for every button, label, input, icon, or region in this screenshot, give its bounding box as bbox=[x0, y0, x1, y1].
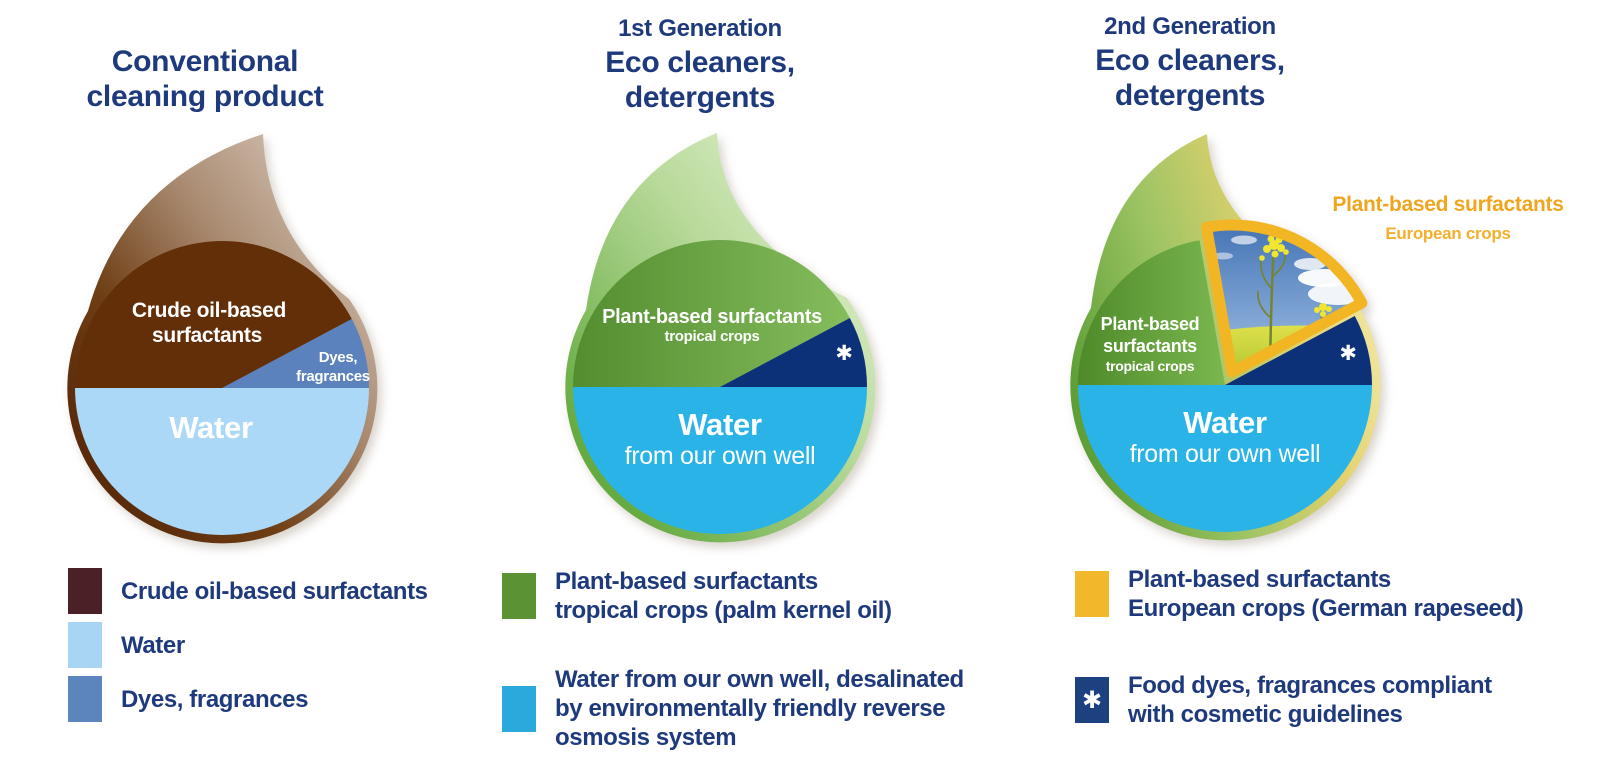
legend-label-line: with cosmetic guidelines bbox=[1128, 701, 1403, 728]
droplet-pie-second-generation: ✱ bbox=[1070, 134, 1381, 541]
legend-label-line: Food dyes, fragrances compliant bbox=[1128, 672, 1492, 699]
legend-item-well-water: Water from our own well, desalinated by … bbox=[502, 665, 964, 752]
photo-cloud bbox=[1213, 252, 1233, 260]
photo-cloud bbox=[1294, 258, 1326, 270]
legend-item-dyes: Dyes, fragrances bbox=[68, 676, 428, 722]
legend-label: Water bbox=[121, 631, 185, 660]
title-generation-line: 1st Generation bbox=[618, 15, 782, 42]
legend-label-line: European crops (German rapeseed) bbox=[1128, 595, 1524, 622]
legend-swatch-plant-tropical bbox=[502, 573, 536, 619]
title-second-generation: 2nd Generation Eco cleaners, detergents bbox=[990, 10, 1390, 113]
callout-european-crops: Plant-based surfactants European crops bbox=[1283, 192, 1600, 245]
slice-label-plant: Plant-based surfactants bbox=[602, 306, 822, 328]
title-generation-line: 2nd Generation bbox=[1104, 13, 1276, 40]
pie-slice-dyes bbox=[222, 319, 369, 388]
asterisk-icon: ✱ bbox=[835, 341, 852, 365]
legend-label-line: Crude oil-based surfactants bbox=[121, 577, 428, 605]
legend-swatch-well-water bbox=[502, 685, 536, 732]
pie-slice-water bbox=[573, 387, 867, 534]
slice-label-water-sub: from our own well bbox=[1130, 440, 1321, 468]
legend-swatch-dyes bbox=[68, 676, 102, 722]
legend-conventional: Crude oil-based surfactants Water Dyes, … bbox=[68, 568, 428, 730]
legend-item-plant-tropical: Plant-based surfactants tropical crops (… bbox=[502, 567, 964, 625]
asterisk-icon: ✱ bbox=[1081, 686, 1103, 714]
legend-label: Crude oil-based surfactants bbox=[121, 577, 428, 606]
legend-label: Plant-based surfactants tropical crops (… bbox=[555, 567, 892, 625]
title-conventional: Conventional cleaning product bbox=[5, 44, 405, 114]
legend-label-line: Water bbox=[121, 631, 185, 659]
gold-wedge-border bbox=[1201, 219, 1368, 378]
droplet-pie-first-generation: Plant-based surfactants tropical crops ✱… bbox=[565, 133, 876, 543]
slice-label-tropical: tropical crops bbox=[1106, 358, 1195, 374]
title-line: Conventional bbox=[111, 45, 299, 78]
slice-label-water: Water bbox=[169, 410, 253, 445]
callout-line: European crops bbox=[1385, 224, 1511, 243]
pie-slice-water bbox=[75, 388, 369, 535]
legend-swatch-water bbox=[68, 622, 102, 668]
legend-item-food-dyes: ✱ Food dyes, fragrances compliant with c… bbox=[1075, 671, 1523, 729]
callout-line: Plant-based surfactants bbox=[1332, 193, 1564, 216]
legend-label-line: Plant-based surfactants bbox=[555, 568, 818, 595]
slice-label-plant-1: Plant-based bbox=[1101, 314, 1200, 334]
pie-slice-plant-surfactants bbox=[573, 239, 850, 387]
pie-slice-food-dyes bbox=[720, 318, 867, 387]
title-line: Eco cleaners, bbox=[605, 46, 795, 79]
slice-label-water: Water bbox=[678, 407, 762, 442]
legend-label-line: by environmentally friendly reverse bbox=[555, 695, 946, 722]
title-line: detergents bbox=[624, 81, 776, 114]
legend-label-line: Water from our own well, desalinated bbox=[555, 666, 964, 693]
pie-slice-water bbox=[1078, 385, 1372, 532]
slice-label-tropical: tropical crops bbox=[665, 328, 760, 345]
title-line: Eco cleaners, bbox=[1095, 44, 1285, 77]
slice-label-water-sub: from our own well bbox=[625, 442, 816, 470]
slice-label-crude-2: surfactants bbox=[152, 324, 262, 347]
slice-label-dyes-2: fragrances bbox=[296, 368, 370, 385]
legend-label-line: Plant-based surfactants bbox=[1128, 566, 1391, 593]
slice-label-plant-2: surfactants bbox=[1103, 336, 1197, 356]
photo-cloud bbox=[1231, 235, 1257, 245]
slice-label-crude-1: Crude oil-based bbox=[132, 299, 286, 322]
legend-item-water: Water bbox=[68, 622, 428, 668]
pie-slice-plant-tropical bbox=[1078, 240, 1225, 385]
legend-label: Plant-based surfactants European crops (… bbox=[1128, 565, 1524, 623]
legend-label: Food dyes, fragrances compliant with cos… bbox=[1128, 671, 1492, 729]
legend-item-plant-european: Plant-based surfactants European crops (… bbox=[1075, 565, 1524, 623]
legend-swatch-plant-european bbox=[1075, 571, 1109, 617]
slice-label-water: Water bbox=[1183, 405, 1267, 440]
legend-label-line: tropical crops (palm kernel oil) bbox=[555, 597, 892, 624]
legend-swatch-food-dyes: ✱ bbox=[1075, 677, 1109, 723]
asterisk-icon: ✱ bbox=[1339, 341, 1356, 365]
droplet-pie-conventional: Crude oil-based surfactants Dyes, fragra… bbox=[67, 134, 378, 544]
slice-label-dyes-1: Dyes, bbox=[319, 349, 358, 366]
legend-item-crude-oil: Crude oil-based surfactants bbox=[68, 568, 428, 614]
legend-label-line: osmosis system bbox=[555, 724, 737, 751]
title-line: detergents bbox=[1114, 79, 1266, 112]
legend-swatch-crude-oil bbox=[68, 568, 102, 614]
legend-first-generation: Plant-based surfactants tropical crops (… bbox=[502, 567, 964, 752]
title-line: cleaning product bbox=[86, 80, 324, 113]
legend-label-line: Dyes, fragrances bbox=[121, 685, 309, 713]
pie-slice-crude-oil bbox=[75, 240, 352, 388]
legend-label: Water from our own well, desalinated by … bbox=[555, 665, 964, 752]
legend-second-generation: Plant-based surfactants European crops (… bbox=[1075, 565, 1524, 729]
title-first-generation: 1st Generation Eco cleaners, detergents bbox=[500, 12, 900, 115]
legend-label: Dyes, fragrances bbox=[121, 685, 308, 714]
pie-slice-food-dyes bbox=[1225, 316, 1372, 385]
